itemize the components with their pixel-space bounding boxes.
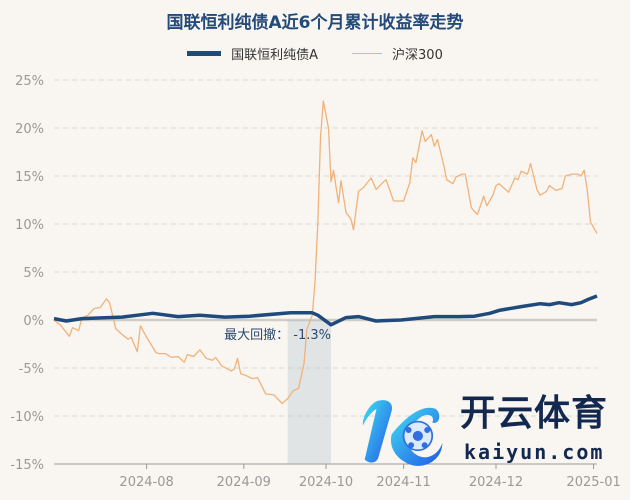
max-drawdown-label: 最大回撤： -1.3%: [224, 327, 331, 343]
legend-swatch-csi300: [352, 52, 383, 55]
y-tick-label: 20%: [15, 122, 44, 137]
y-tick-label: 10%: [15, 218, 44, 233]
x-tick-label: 2024-09: [217, 475, 271, 490]
legend: 国联恒利纯债A 沪深300: [0, 44, 630, 63]
legend-item-fund[interactable]: 国联恒利纯债A: [187, 44, 318, 63]
y-tick-label: -15%: [10, 458, 44, 473]
y-tick-label: -5%: [19, 362, 44, 377]
y-tick-label: -10%: [10, 410, 44, 425]
logo-text-cn: 开云体育: [460, 393, 609, 434]
kaiyun-logo: 开云体育 kaiyun.com: [346, 392, 626, 468]
y-tick-label: 0%: [23, 314, 44, 329]
legend-label-csi300: 沪深300: [392, 48, 443, 63]
y-tick-label: 5%: [23, 266, 44, 281]
legend-label-fund: 国联恒利纯债A: [231, 48, 319, 63]
y-tick-label: 15%: [15, 170, 44, 185]
x-tick-label: 2024-11: [376, 475, 430, 490]
x-tick-label: 2024-12: [469, 475, 523, 490]
x-tick-label: 2025-01: [566, 475, 620, 490]
x-tick-label: 2024-08: [119, 475, 173, 490]
y-tick-label: 25%: [15, 74, 44, 89]
legend-swatch-fund: [187, 51, 222, 56]
logo-text-en: kaiyun.com: [464, 440, 605, 464]
legend-item-csi300[interactable]: 沪深300: [352, 44, 443, 63]
max-drawdown-region: [287, 320, 332, 464]
chart-title: 国联恒利纯债A近6个月累计收益率走势: [166, 13, 464, 33]
series-line-fund: [53, 294, 598, 327]
kaiyun-k-ball-icon: [362, 400, 443, 466]
series-line-csi300: [53, 100, 598, 405]
x-tick-label: 2024-10: [299, 475, 353, 490]
